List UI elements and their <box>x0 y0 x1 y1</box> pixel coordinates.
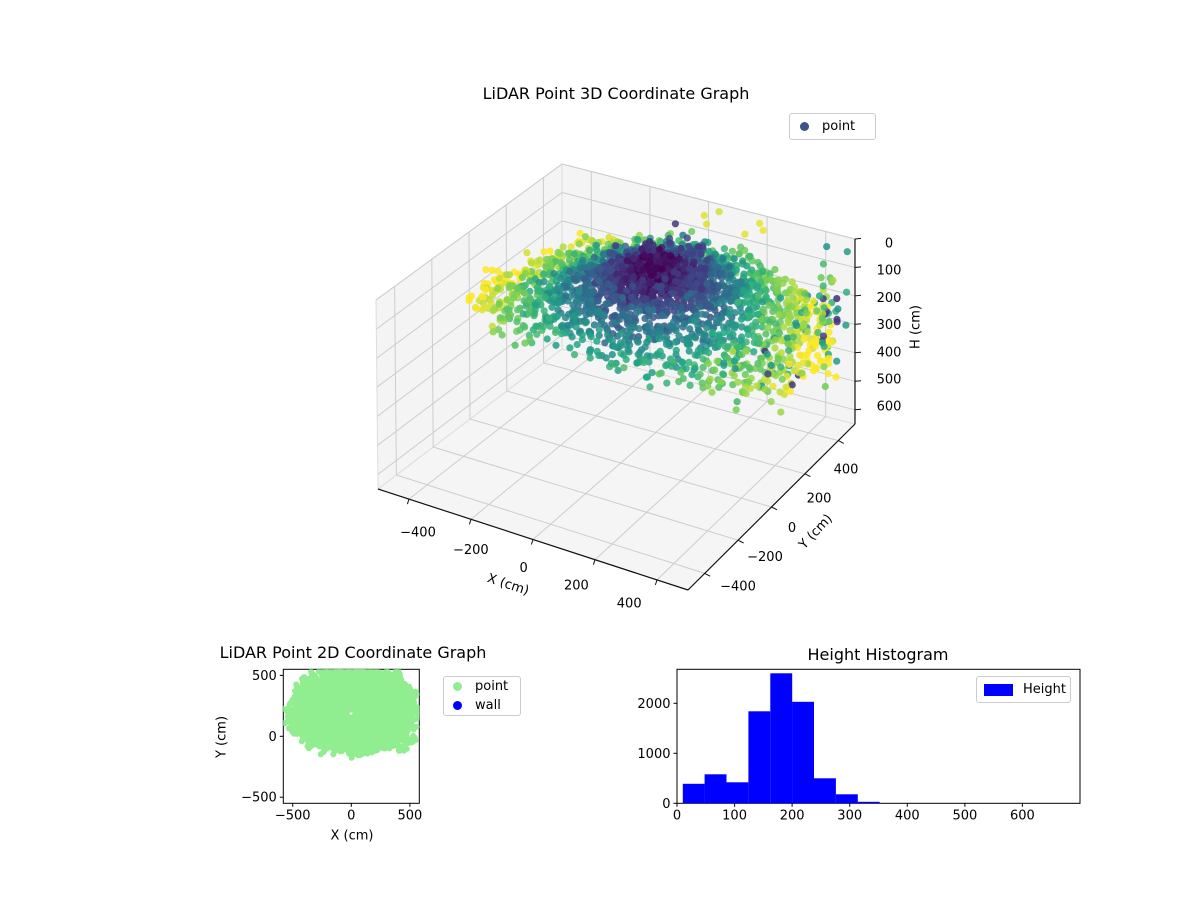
plot3d-legend: point <box>789 113 876 140</box>
svg-text:−200: −200 <box>747 550 783 565</box>
legend-label: wall <box>475 698 501 713</box>
svg-text:500: 500 <box>877 373 902 388</box>
histogram-bar <box>704 774 727 804</box>
plot3d-zaxis-label: H (cm) <box>908 305 924 349</box>
histogram-legend: Height <box>976 676 1071 703</box>
plot3d-title: LiDAR Point 3D Coordinate Graph <box>482 84 750 103</box>
svg-text:100: 100 <box>877 264 902 279</box>
point-marker-icon <box>453 682 462 691</box>
svg-text:200: 200 <box>877 291 902 306</box>
svg-text:0: 0 <box>519 561 527 576</box>
histogram-bar <box>792 701 814 804</box>
svg-text:400: 400 <box>834 462 859 477</box>
wall-marker-icon <box>453 701 462 710</box>
histogram-bar <box>770 673 793 804</box>
plot3d-tick-labels: −400−2000200400−400−20002004000100200300… <box>400 237 901 612</box>
legend-label: Height <box>1023 682 1066 697</box>
legend-entry-wall: wall <box>453 696 520 715</box>
svg-text:400: 400 <box>877 345 902 360</box>
plot2d-title: LiDAR Point 2D Coordinate Graph <box>219 643 487 662</box>
point-marker-icon <box>800 122 809 131</box>
histogram-title: Height Histogram <box>807 645 949 664</box>
histogram-bar <box>726 782 749 804</box>
plot2d-legend: point wall <box>443 676 521 716</box>
svg-text:200: 200 <box>807 492 832 507</box>
histogram-bar <box>682 783 705 804</box>
plot2d-points <box>283 669 420 761</box>
svg-text:300: 300 <box>877 318 902 333</box>
plot2d-yaxis-label: Y (cm) <box>214 715 230 759</box>
svg-text:200: 200 <box>564 579 589 594</box>
svg-text:−200: −200 <box>453 543 489 558</box>
svg-text:400: 400 <box>617 596 642 611</box>
svg-text:−400: −400 <box>720 580 756 595</box>
legend-label: point <box>822 119 856 134</box>
legend-entry-point: point <box>800 117 875 136</box>
legend-entry-height: Height <box>984 680 1070 699</box>
height-bar-icon <box>984 683 1013 696</box>
histogram-bar <box>814 778 836 804</box>
legend-entry-point: point <box>453 677 520 696</box>
svg-text:−400: −400 <box>400 526 436 541</box>
svg-text:600: 600 <box>877 400 902 415</box>
svg-text:0: 0 <box>885 237 893 252</box>
histogram-bar <box>835 794 858 804</box>
plot2d-xaxis-label: X (cm) <box>330 828 374 844</box>
histogram-bar <box>748 711 771 804</box>
histogram-bar <box>857 801 880 804</box>
plot3d-points <box>465 208 851 416</box>
histogram-bars <box>682 673 880 804</box>
legend-label: point <box>475 679 509 694</box>
svg-text:0: 0 <box>788 521 796 536</box>
